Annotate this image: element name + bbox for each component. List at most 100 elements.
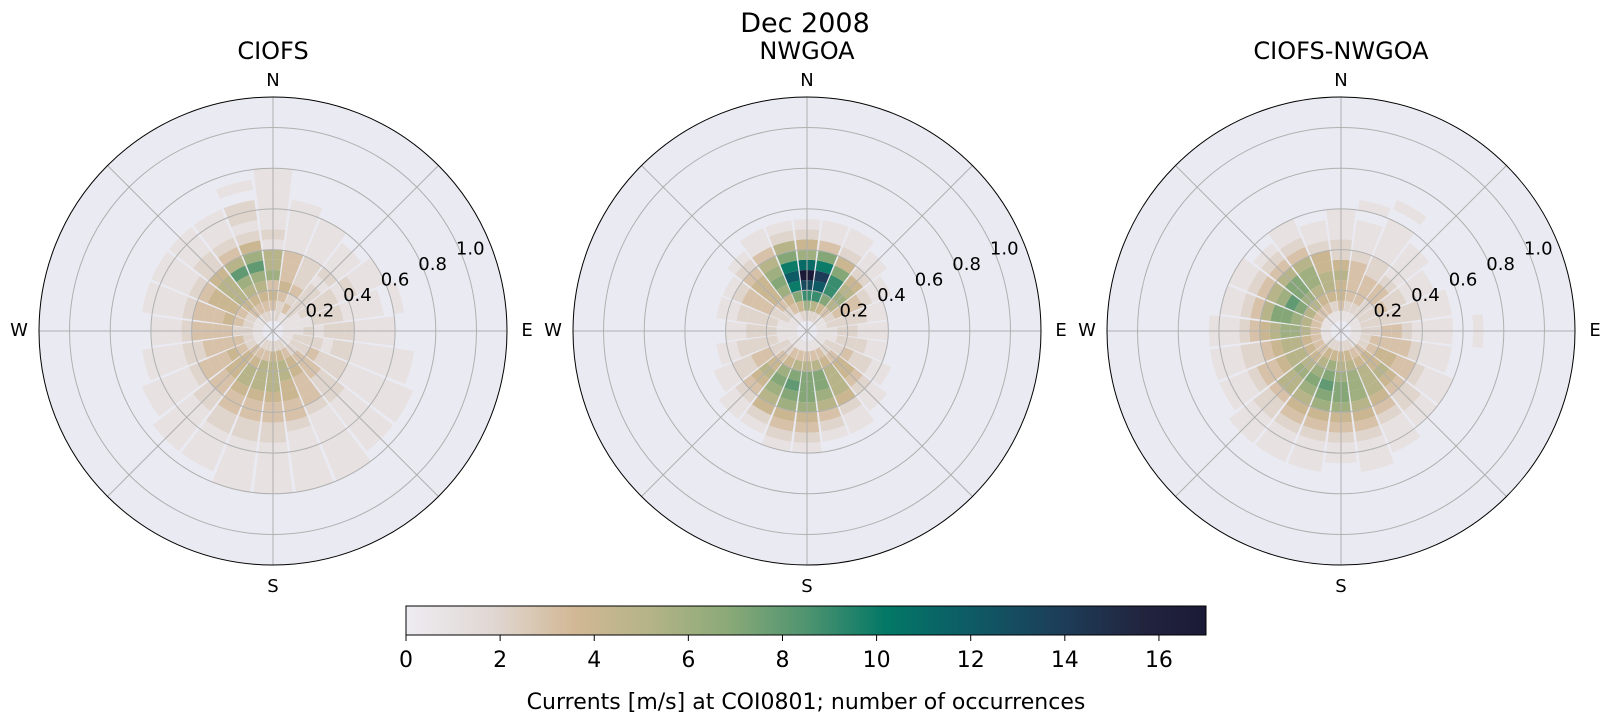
polar-bin [772, 406, 796, 422]
polar-bin [1220, 285, 1238, 316]
polar-bin [224, 256, 246, 275]
radial-tick-label: 0.4 [1411, 285, 1440, 306]
radial-tick-label: 0.8 [952, 254, 981, 275]
polar-bin [826, 274, 844, 291]
compass-label-n: N [1334, 70, 1347, 91]
polar-bin [732, 358, 751, 380]
polar-bin [1298, 265, 1318, 283]
polar-bin [238, 406, 262, 422]
polar-bin [316, 218, 347, 242]
radial-tick-label: 0.8 [1486, 254, 1515, 275]
radial-tick-label: 0.8 [418, 254, 447, 275]
polar-bin [1380, 412, 1409, 434]
polar-bin [814, 302, 826, 315]
polar-bin [764, 265, 784, 283]
polar-bin [1425, 293, 1442, 319]
polar-bin [1286, 396, 1310, 416]
polar-bin [198, 358, 217, 380]
compass-label-s: S [801, 576, 812, 597]
polar-bin [216, 294, 233, 312]
polar-bin [778, 338, 791, 350]
polar-bin [252, 332, 264, 339]
polar-bin [830, 379, 850, 397]
polar-bin [1348, 347, 1360, 360]
polar-bin [1406, 362, 1426, 386]
polar-bin [780, 387, 799, 402]
polar-bin [207, 288, 225, 308]
polar-bin [280, 347, 292, 360]
polar-bin [808, 310, 815, 322]
polar-bin [863, 304, 878, 323]
polar-bin [1314, 387, 1333, 402]
polar-bin [1388, 338, 1402, 354]
polar-bin [1247, 269, 1268, 296]
polar-bin [825, 319, 838, 329]
polar-bin [188, 276, 208, 300]
polar-bin [791, 359, 803, 372]
polar-bin [815, 387, 834, 402]
polar-bin [378, 382, 405, 417]
polar-bin [1350, 332, 1362, 339]
polar-bin [212, 308, 226, 324]
colorbar-gradient [405, 605, 1207, 636]
polar-bin [818, 406, 842, 422]
polar-bin [182, 342, 198, 366]
polar-bin [741, 354, 759, 374]
polar-bin [1266, 282, 1285, 304]
figure-title: Dec 2008 [740, 8, 870, 39]
polar-bin [1345, 359, 1357, 372]
polar-bin [741, 288, 759, 308]
polar-bin [367, 289, 384, 317]
polar-bin [1228, 257, 1252, 288]
polar-bin [285, 230, 311, 247]
polar-bin [1357, 312, 1370, 324]
polar-bin [815, 318, 826, 328]
angular-gridline [641, 165, 808, 332]
polar-bin [750, 294, 767, 312]
polar-bin [246, 260, 265, 275]
polar-bin [722, 276, 742, 300]
polar-bin [776, 333, 789, 343]
polar-bin [854, 308, 868, 324]
polar-bin [1333, 340, 1340, 352]
polar-bin [277, 359, 289, 372]
polar-bin [316, 420, 347, 444]
polar-bin [205, 412, 234, 434]
polar-bin [395, 349, 415, 385]
polar-bin [758, 387, 780, 406]
polar-bin [254, 334, 265, 344]
polar-bin [1328, 312, 1338, 323]
polar-bin [362, 374, 386, 405]
angular-gridline [641, 330, 808, 497]
polar-bin [752, 396, 776, 416]
colorbar-tick-label: 10 [863, 648, 891, 673]
polar-bin [809, 349, 819, 362]
polar-bin [1414, 366, 1435, 393]
polar-bin [819, 230, 845, 247]
polar-bin [1295, 434, 1326, 452]
polar-bin [788, 280, 802, 294]
polar-bin [818, 355, 832, 369]
polar-bin [162, 289, 179, 317]
polar-bin [1333, 310, 1340, 322]
polar-grid [1107, 97, 1575, 565]
polar-bin [254, 368, 268, 382]
polar-bin [1414, 269, 1435, 296]
polar-bin [1358, 200, 1391, 218]
polar-bin [811, 290, 823, 303]
colorbar-label: Currents [m/s] at COI0801; number of occ… [527, 690, 1086, 715]
polar-bin [324, 436, 359, 463]
polar-bin [1322, 368, 1336, 382]
polar-bin [745, 237, 772, 258]
polar-bin [1350, 323, 1362, 330]
polar-bin [281, 387, 300, 402]
polar-bin [254, 318, 265, 328]
polar-bin [713, 366, 734, 393]
colorbar: 0 2 4 6 8 10 12 14 16 Currents [m/s] at COI0801;… [399, 605, 1207, 715]
polar-bin [362, 257, 386, 288]
polar-bin [1380, 228, 1409, 250]
polar-bin [1342, 310, 1349, 322]
polar-bin [1381, 350, 1398, 368]
polar-bin [1322, 280, 1336, 294]
polar-bin [254, 302, 266, 315]
